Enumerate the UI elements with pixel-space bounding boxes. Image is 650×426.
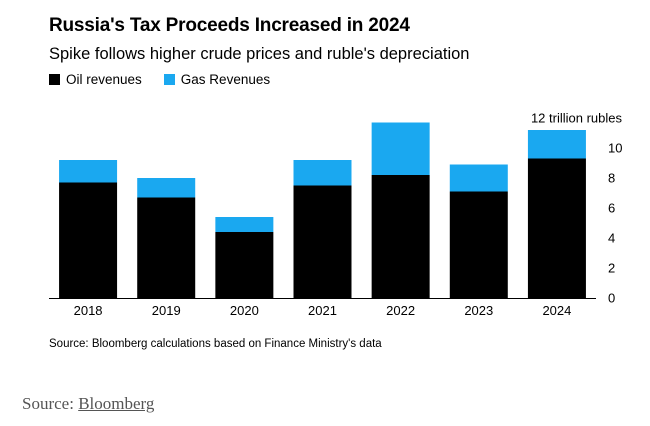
legend-item-gas: Gas Revenues [163, 72, 271, 87]
legend-swatch-gas [163, 74, 175, 85]
legend-label-gas: Gas Revenues [180, 72, 271, 87]
y-tick-4: 4 [608, 231, 615, 246]
bar-gas-2018 [59, 160, 118, 183]
legend-label-oil: Oil revenues [66, 72, 142, 87]
bar-gas-2024 [527, 130, 586, 159]
bar-gas-2022 [371, 122, 430, 175]
image-credit: Source: Bloomberg [22, 394, 154, 414]
y-tick-6: 6 [608, 201, 615, 216]
bar-oil-2019 [137, 197, 196, 298]
bar-oil-2020 [215, 232, 274, 298]
chart-title: Russia's Tax Proceeds Increased in 2024 [49, 15, 410, 36]
chart-card: Russia's Tax Proceeds Increased in 2024 … [18, 0, 630, 372]
credit-link[interactable]: Bloomberg [78, 394, 155, 413]
credit-prefix: Source: [22, 394, 74, 413]
y-tick-2: 2 [608, 261, 615, 276]
bar-oil-2024 [527, 158, 586, 298]
chart-subtitle: Spike follows higher crude prices and ru… [49, 45, 470, 63]
bar-oil-2021 [293, 185, 352, 298]
y-tick-10: 10 [608, 141, 622, 156]
x-tick-2019: 2019 [152, 303, 181, 318]
source-note: Source: Bloomberg calculations based on … [49, 338, 382, 350]
stacked-bar-chart: 2018 2019 2020 2021 2022 2023 2024 0 2 4 6 8 10 12 tr… [49, 111, 623, 318]
legend-item-oil: Oil revenues [49, 72, 142, 87]
x-tick-2023: 2023 [464, 303, 493, 318]
bar-gas-2019 [137, 178, 196, 198]
legend-swatch-oil [49, 74, 60, 85]
bar-oil-2018 [59, 182, 118, 298]
bar-oil-2022 [371, 175, 430, 298]
x-tick-2024: 2024 [542, 303, 571, 318]
y-tick-0: 0 [608, 291, 615, 306]
chart-legend: Oil revenues Gas Revenues [49, 72, 270, 87]
x-tick-2022: 2022 [386, 303, 415, 318]
x-tick-2018: 2018 [74, 303, 103, 318]
y-axis-unit-label: 12 trillion rubles [531, 111, 623, 126]
bar-oil-2023 [449, 191, 508, 298]
bar-gas-2023 [449, 164, 508, 192]
bar-gas-2021 [293, 160, 352, 186]
x-tick-2021: 2021 [308, 303, 337, 318]
bar-gas-2020 [215, 217, 274, 232]
x-tick-2020: 2020 [230, 303, 259, 318]
y-tick-8: 8 [608, 171, 615, 186]
